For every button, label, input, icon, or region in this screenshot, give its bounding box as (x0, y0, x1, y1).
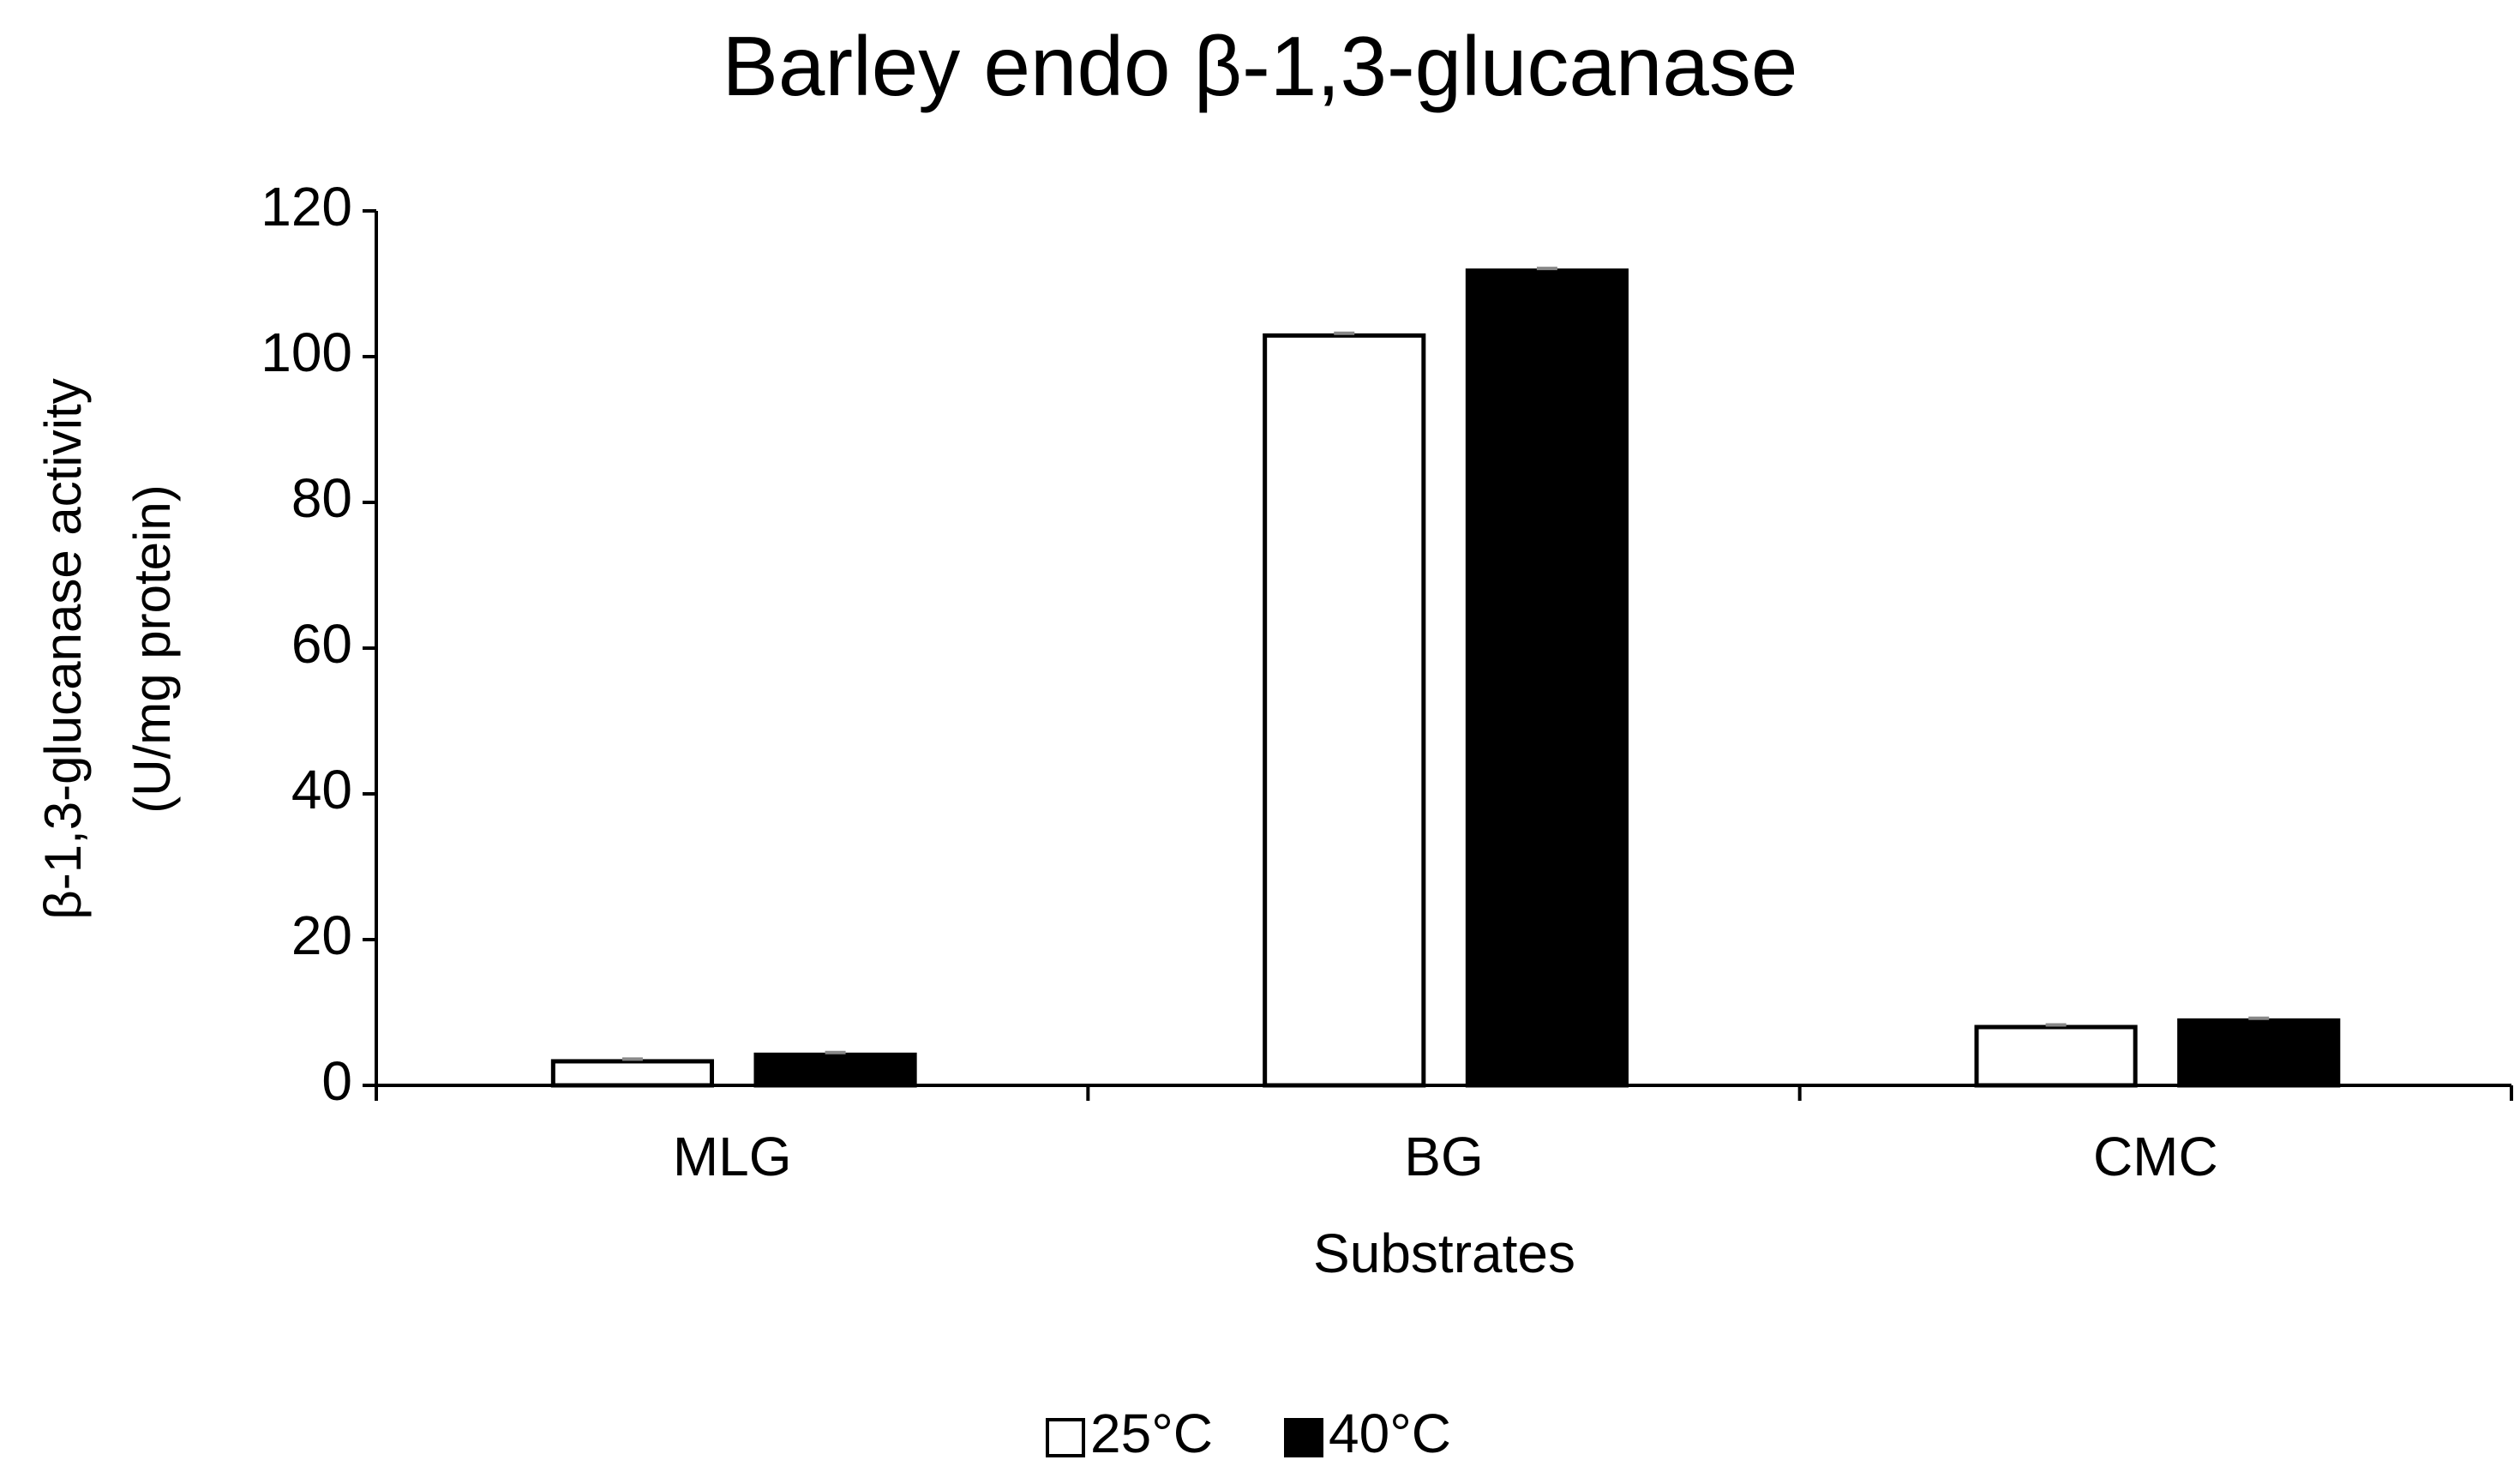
bar (2177, 1018, 2341, 1088)
x-tick-label: CMC (2093, 1126, 2218, 1187)
y-tick-label: 100 (261, 321, 352, 383)
x-tick-label: MLG (673, 1126, 792, 1187)
bar (550, 1059, 715, 1088)
y-axis-title: β-1,3-glucanase activity (34, 378, 92, 919)
legend-swatch (1284, 1418, 1323, 1457)
bar (753, 1052, 917, 1088)
x-tick-label: BG (1404, 1126, 1483, 1187)
bar (1465, 268, 1629, 1088)
legend-label: 25°C (1090, 1403, 1213, 1464)
legend-swatch (1046, 1418, 1085, 1457)
chart-title: Barley endo β-1,3-glucanase (723, 19, 1798, 113)
y-tick-label: 80 (291, 467, 352, 529)
y-axis-title: (U/mg protein) (123, 484, 181, 813)
y-tick-label: 0 (321, 1050, 352, 1112)
legend-label: 40°C (1329, 1403, 1451, 1464)
y-tick-label: 120 (261, 176, 352, 237)
y-tick-label: 60 (291, 613, 352, 675)
x-axis-title: Substrates (1313, 1223, 1575, 1284)
y-tick-label: 40 (291, 759, 352, 820)
bar (1974, 1024, 2138, 1088)
bar (1263, 333, 1426, 1088)
y-tick-label: 20 (291, 904, 352, 966)
